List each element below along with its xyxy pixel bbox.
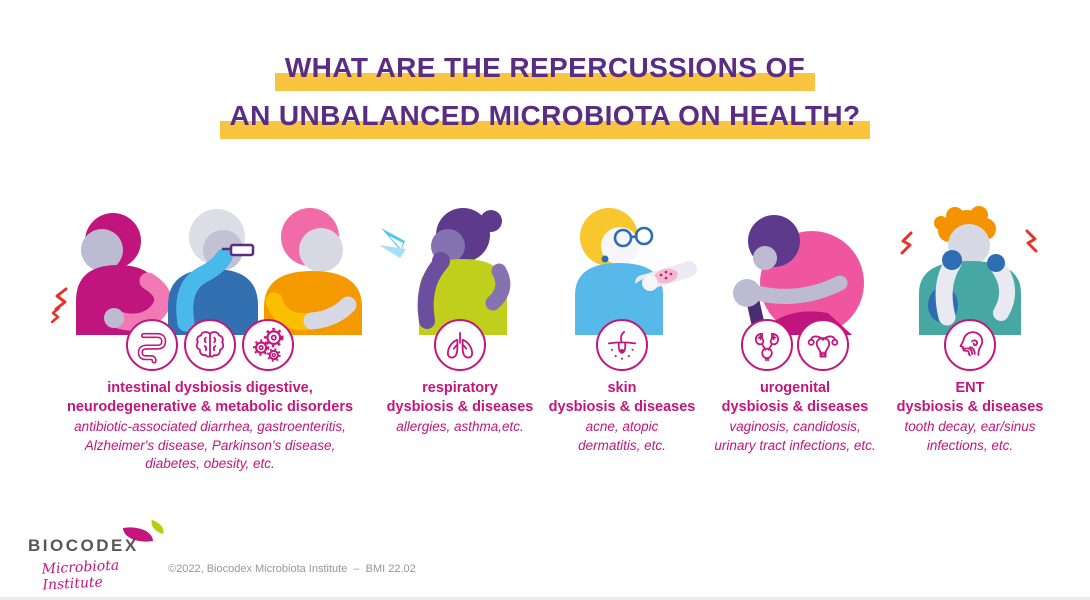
category-skin: skin dysbiosis & diseases acne, atopic d… [534,205,710,455]
lungs-icon [434,319,486,371]
intestinal-icon-badges [28,319,392,371]
category-respiratory: respiratory dysbiosis & diseases allergi… [372,205,548,437]
logo-tagline: Microbiota Institute [41,557,120,594]
brain-icon [184,319,236,371]
leaf-icon [148,519,167,535]
skin-follicle-icon [596,319,648,371]
page-title: WHAT ARE THE REPERCUSSIONS OF AN UNBALAN… [0,50,1090,146]
copyright-text: ©2022, Biocodex Microbiota Institute – B… [168,563,416,575]
category-examples: antibiotic-associated diarrhea, gastroen… [74,418,346,472]
category-examples: tooth decay, ear/sinus infections, etc. [904,418,1036,453]
category-title: respiratory dysbiosis & diseases [386,380,534,415]
category-urogenital: urogenital dysbiosis & diseases vaginosi… [696,205,894,455]
respiratory-illustration [372,205,548,335]
kidneys-bladder-icon [741,319,793,371]
logo-wordmark: BIOCODEX [28,536,139,555]
category-intestinal: intestinal dysbiosis digestive, neurodeg… [28,205,392,474]
title-line-1: WHAT ARE THE REPERCUSSIONS OF [274,50,816,91]
category-title: intestinal dysbiosis digestive, neurodeg… [66,380,354,415]
category-title: ENT dysbiosis & diseases [896,380,1044,415]
intestine-icon [126,319,178,371]
ent-icon-badges [876,319,1064,371]
skin-icon-badges [534,319,710,371]
gears-icon [242,319,294,371]
biocodex-logo: BIOCODEX Microbiota Institute [28,519,178,594]
category-ent: ENT dysbiosis & diseases tooth decay, ea… [876,205,1064,455]
category-title: urogenital dysbiosis & diseases [721,380,869,415]
respiratory-icon-badges [372,319,548,371]
urogenital-illustration [696,205,894,335]
category-examples: vaginosis, candidosis, urinary tract inf… [714,418,876,453]
urogenital-icon-badges [696,319,894,371]
category-examples: acne, atopic dermatitis, etc. [578,418,666,453]
category-examples: allergies, asthma,etc. [396,418,524,434]
ent-illustration [876,205,1064,335]
ear-nose-throat-icon [944,319,996,371]
skin-illustration [534,205,710,335]
category-title: skin dysbiosis & diseases [548,380,696,415]
uterus-icon [797,319,849,371]
intestinal-illustration [28,205,392,335]
title-line-2: AN UNBALANCED MICROBIOTA ON HEALTH? [219,98,871,139]
